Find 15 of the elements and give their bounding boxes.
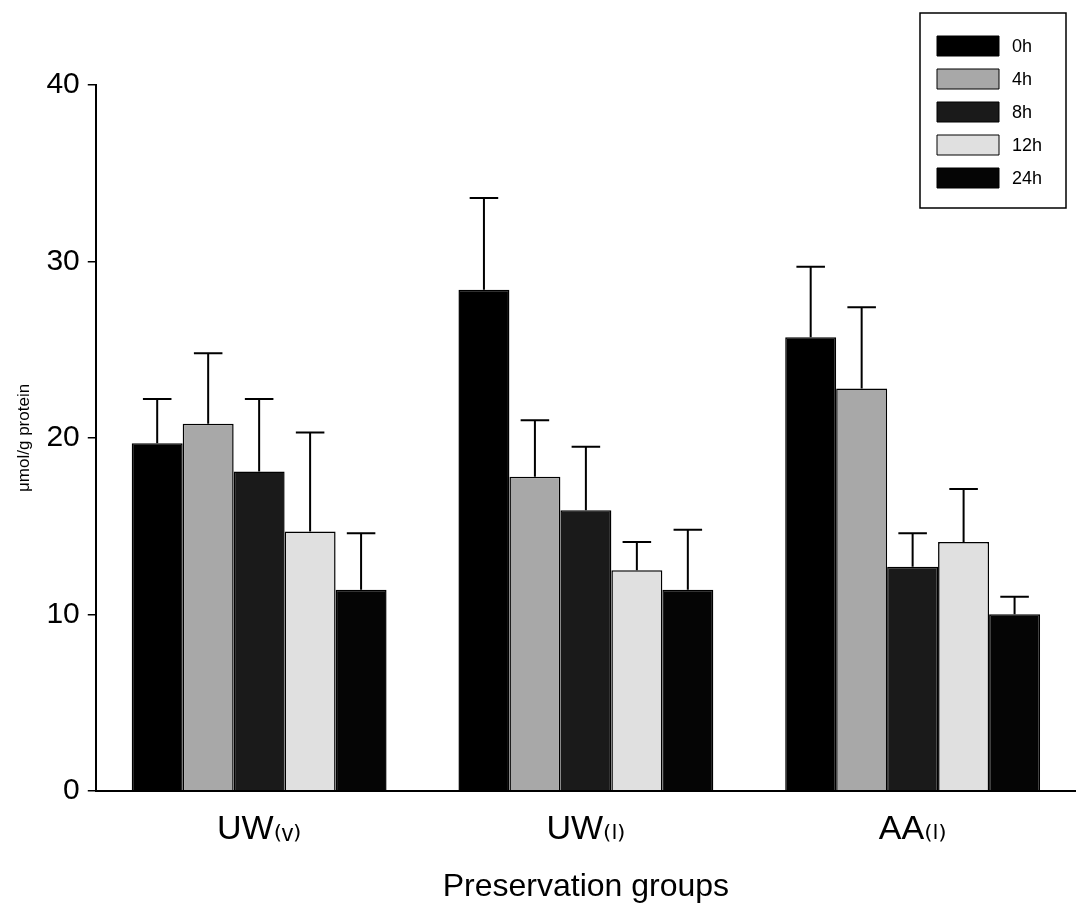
x-axis-title: Preservation groups (442, 866, 730, 903)
legend-label: 0h (1012, 35, 1033, 56)
y-tick-label: 30 (46, 242, 80, 276)
legend-label: 8h (1012, 101, 1033, 122)
legend-label: 12h (1012, 134, 1043, 155)
y-tick-label: 0 (63, 772, 80, 806)
y-tick-label: 40 (46, 66, 80, 100)
y-axis-title: μmol/g protein (13, 383, 33, 492)
legend-label: 24h (1012, 167, 1043, 188)
y-tick-label: 20 (46, 419, 80, 453)
legend-label: 4h (1012, 68, 1033, 89)
x-tick-label: UW₍ₗ₎ (546, 807, 626, 846)
x-tick-label: AA₍ₗ₎ (878, 807, 947, 846)
x-tick-label: UW₍ᵥ₎ (217, 807, 302, 846)
y-tick-label: 10 (46, 595, 80, 629)
